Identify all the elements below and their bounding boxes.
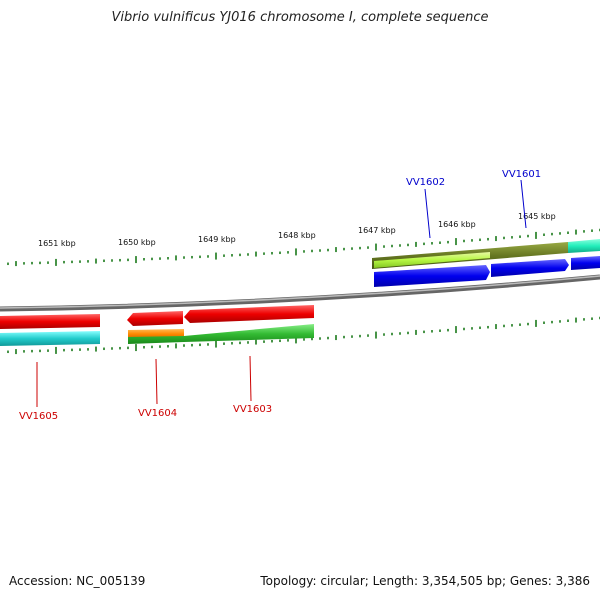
chromosome-backbone: [0, 274, 600, 312]
scale-label-1647: 1647 kbp: [358, 226, 396, 235]
gene-label-vv1603[interactable]: VV1603: [233, 404, 272, 415]
gene-label-vv1605[interactable]: VV1605: [19, 411, 58, 422]
scale-label-1651: 1651 kbp: [38, 239, 76, 248]
forward-gene-lime[interactable]: [374, 252, 490, 268]
callout-line-vv1603: [249, 355, 252, 402]
reverse-gene-cyan[interactable]: [0, 331, 100, 346]
map-title: Vibrio vulnificus YJ016 chromosome I, co…: [111, 10, 489, 25]
scale-label-1649: 1649 kbp: [198, 235, 236, 244]
forward-gene-blue-2[interactable]: [491, 259, 569, 277]
reverse-gene-red-3[interactable]: [184, 305, 314, 323]
scale-label-1646: 1646 kbp: [438, 220, 476, 229]
gene-label-vv1604[interactable]: VV1604: [138, 408, 177, 419]
gene-label-vv1601[interactable]: VV1601: [502, 169, 541, 180]
callout-line-vv1602: [424, 188, 431, 239]
forward-gene-blue-3[interactable]: [571, 256, 600, 270]
scale-label-1648: 1648 kbp: [278, 231, 316, 240]
gene-label-vv1602[interactable]: VV1602: [406, 177, 445, 188]
callout-line-vv1601: [520, 179, 527, 229]
forward-gene-blue-1[interactable]: [374, 265, 490, 287]
reverse-gene-green[interactable]: [128, 324, 314, 344]
summary-text: Topology: circular; Length: 3,354,505 bp…: [260, 574, 590, 588]
outer-scale-ticks: [7, 228, 600, 267]
inner-scale-ticks: [7, 316, 600, 355]
reverse-gene-red-2[interactable]: [127, 311, 183, 326]
callout-line-vv1604: [155, 358, 158, 405]
scale-label-1645: 1645 kbp: [518, 212, 556, 221]
accession-text: Accession: NC_005139: [9, 574, 146, 588]
forward-gene-teal[interactable]: [568, 239, 600, 253]
scale-label-1650: 1650 kbp: [118, 238, 156, 247]
reverse-gene-red-1[interactable]: [0, 314, 100, 329]
